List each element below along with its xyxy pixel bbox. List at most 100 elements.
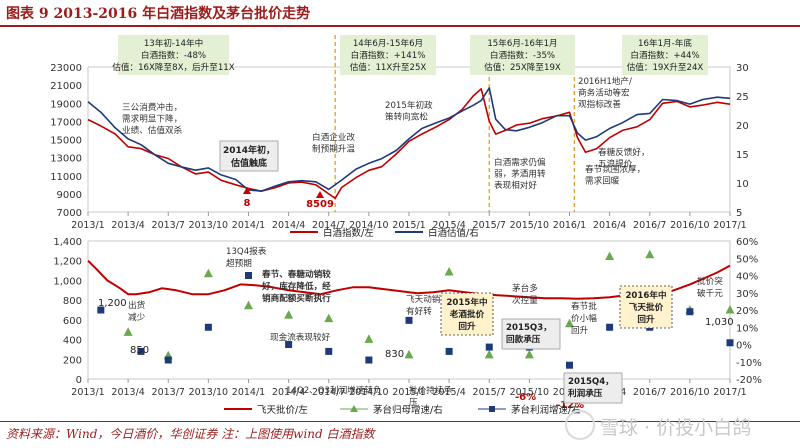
chart2-annotation: 利润承压 xyxy=(567,387,603,399)
chart2-callout-box xyxy=(619,285,673,329)
chart1-phase-box-text: 估值：11X升至25X xyxy=(350,61,427,73)
chart1-right-tick: 10 xyxy=(736,179,749,190)
chart1-left-tick: 17000 xyxy=(50,117,82,128)
chart1-annotation: 需求明显下降， xyxy=(122,113,182,125)
figure-title: 图表 9 2013-2016 年白酒指数及茅台批价走势 xyxy=(6,6,311,22)
chart1-right-tick: 15 xyxy=(736,150,749,161)
chart2-right-tick: 60% xyxy=(736,237,758,248)
chart2-annotation: 飞天动销 xyxy=(406,293,441,305)
chart2-annotation: 2015Q4， xyxy=(568,377,614,387)
chart2-growth-marker xyxy=(605,251,615,261)
chart1-phase-box xyxy=(118,35,229,75)
chart2-right-tick: 40% xyxy=(736,272,758,283)
chart1-phase-box-text: 估值：25X降至19X xyxy=(484,61,561,73)
chart2-annotation: 出货 xyxy=(128,299,146,311)
chart2-growth-marker xyxy=(324,313,334,323)
chart2-x-tick: 2014/4 xyxy=(272,387,305,398)
chart1-phase-box xyxy=(622,35,708,75)
chart2-annotation: 春节批 xyxy=(571,300,597,312)
chart1-value-label: 8 xyxy=(244,198,251,209)
chart1-phase-box-text: 14年6月-15年6月 xyxy=(353,37,423,49)
chart1-low-marker xyxy=(243,187,251,194)
chart2-legend-label: 茅台利润增速/右 xyxy=(511,404,581,416)
chart2-annotation: 减少 xyxy=(128,311,146,323)
chart1-x-tick: 2014/10 xyxy=(349,220,388,231)
chart1-right-tick: 20 xyxy=(736,121,749,132)
chart1-right-tick: 25 xyxy=(736,92,749,103)
chart1-x-tick: 2016/1 xyxy=(553,220,586,231)
chart1-x-tick: 2014/4 xyxy=(272,220,305,231)
chart2-left-tick: 600 xyxy=(63,316,82,327)
chart1-phase-box-text: 白酒指数：+141% xyxy=(351,49,426,61)
chart2-left-tick: 1,000 xyxy=(53,276,82,287)
chart2-annotation: 现金流表现较好 xyxy=(270,331,331,343)
chart2-value-label: -12% xyxy=(556,400,584,411)
chart1-phase-box xyxy=(340,35,436,75)
chart1-phase-box-text: 估值：16X降至8X，后升至11X xyxy=(112,61,234,73)
chart2-right-tick: 0% xyxy=(736,341,752,352)
chart2-annotation: 2015Q3， xyxy=(506,323,552,333)
chart2-annotation: 14Q2、Q3利润增速转负 xyxy=(286,384,382,396)
chart2-left-tick: 800 xyxy=(63,296,82,307)
chart2-profit-marker xyxy=(566,361,573,369)
chart1-annotation: 春糖反馈好， xyxy=(598,146,650,158)
chart1-left-tick: 19000 xyxy=(50,99,82,110)
chart2-left-tick: 1,400 xyxy=(53,237,82,248)
chart1-phase-box-text: 白酒指数：+44% xyxy=(630,49,699,61)
chart1-right-tick: 30 xyxy=(736,63,749,74)
chart1-phase-box xyxy=(470,35,575,75)
chart2-legend-label: 茅台归母增速/右 xyxy=(373,404,443,416)
chart2-value-label: -6% xyxy=(515,392,536,403)
chart2-annotation-box xyxy=(501,318,561,350)
chart2-growth-marker xyxy=(645,249,655,259)
chart1-left-tick: 15000 xyxy=(50,136,82,147)
chart1-x-tick: 2017/1 xyxy=(713,220,746,231)
chart2-x-tick: 2017/1 xyxy=(713,387,746,398)
chart2-left-tick: 200 xyxy=(63,355,82,366)
chart1-value-label: 8509 xyxy=(306,199,334,210)
chart2-x-tick: 2016/7 xyxy=(633,387,666,398)
chart2-growth-marker xyxy=(725,305,735,314)
chart2-x-tick: 2015/7 xyxy=(473,387,506,398)
chart2-right-tick: -10% xyxy=(736,358,762,369)
chart2-profit-marker xyxy=(285,341,293,348)
chart2-annotation: 压 xyxy=(409,397,418,408)
chart2-annotation-box xyxy=(563,372,623,404)
chart1-x-tick: 2015/7 xyxy=(473,220,506,231)
chart2-annotation: 13Q4报表 xyxy=(226,245,267,257)
chart2-profit-marker xyxy=(204,323,212,331)
chart1-left-tick: 13000 xyxy=(50,154,82,165)
chart1-x-tick: 2016/10 xyxy=(670,220,709,231)
chart2-annotation: 次控量 xyxy=(512,294,538,306)
chart2-profit-marker xyxy=(686,308,694,316)
chart1-annotation: 表现相对好 xyxy=(494,179,537,191)
footer-rule xyxy=(0,421,800,422)
chart2-profit-marker xyxy=(245,272,252,279)
figure-header: 图表 9 2013-2016 年白酒指数及茅台批价走势 xyxy=(0,0,800,26)
chart2-right-tick: 50% xyxy=(736,254,758,265)
chart2-value-label: 830 xyxy=(385,349,404,360)
chart1-x-tick: 2015/1 xyxy=(392,220,425,231)
chart1-low-marker xyxy=(316,191,324,198)
chart2-x-tick: 2013/7 xyxy=(152,387,185,398)
chart2-x-tick: 2014/7 xyxy=(312,387,345,398)
charts-svg: 7000 9000 11000 13000 15000 17000 19000 21000 23… xyxy=(50,35,762,416)
chart1-phase-box-text: 16年1月-年底 xyxy=(638,37,692,49)
chart2-profit-marker xyxy=(325,347,333,355)
chart1-phase-box-text: 13年初-14年中 xyxy=(144,37,203,49)
chart2-growth-marker xyxy=(203,268,213,278)
chart1-x-tick: 2015/4 xyxy=(432,220,465,231)
chart2-annotation: 春节、春糖动销较 xyxy=(261,268,331,280)
chart2-growth-marker xyxy=(364,334,374,343)
chart2-callout-text: 老酒批价 xyxy=(450,308,485,320)
chart2-left-tick: 1,200 xyxy=(53,257,82,268)
chart1-phase-box-text: 15年6月-16年1月 xyxy=(487,37,557,49)
chart1-legend-label: 白酒指数/左 xyxy=(323,227,374,239)
chart2-growth-marker xyxy=(244,300,253,310)
chart2-annotation: 好，库存降低，经 xyxy=(261,280,331,292)
chart2-x-tick: 2015/1 xyxy=(392,387,425,398)
chart1-annotation: 2015年初政 xyxy=(385,99,433,111)
chart1-right-tick: 5 xyxy=(736,208,742,219)
chart1-left-tick: 23000 xyxy=(50,63,82,74)
chart1-annotation: 弱，茅酒用转 xyxy=(494,168,546,180)
